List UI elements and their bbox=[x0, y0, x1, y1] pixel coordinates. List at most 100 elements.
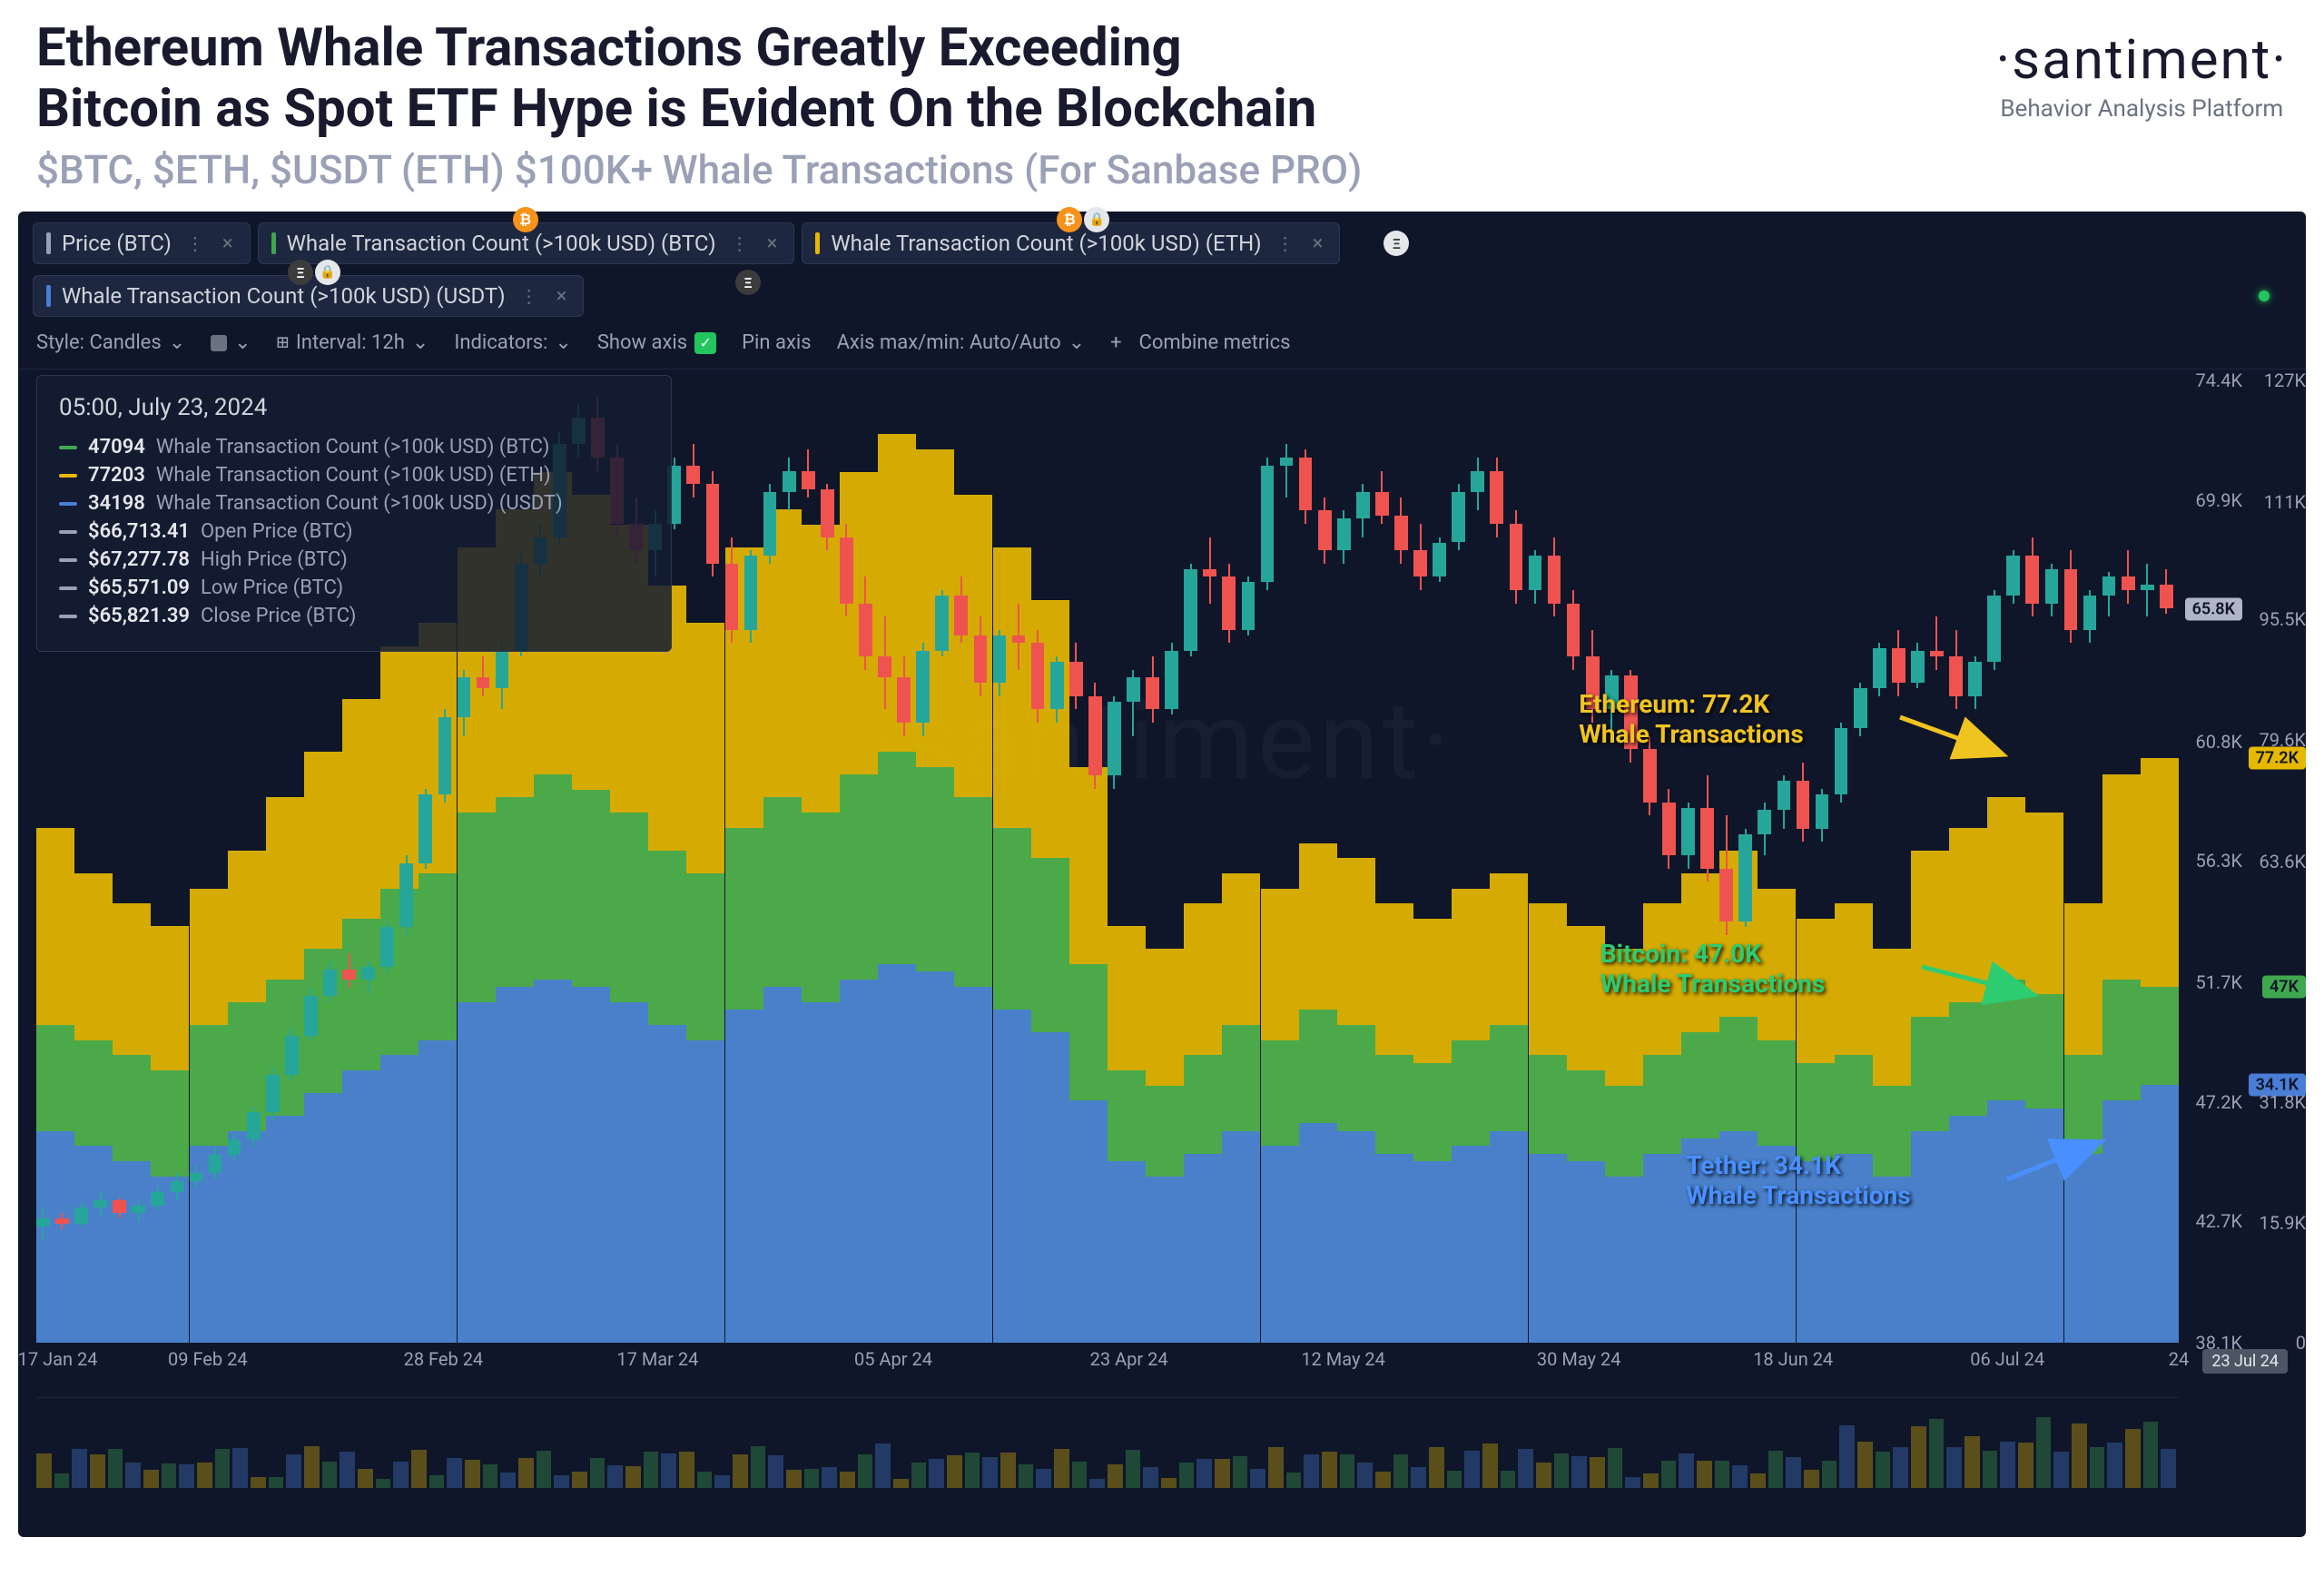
candlestick bbox=[2141, 380, 2154, 1343]
tab-menu-icon[interactable]: ⋮ bbox=[182, 232, 208, 254]
metric-tab[interactable]: ₿🔒Whale Transaction Count (>100k USD) (E… bbox=[802, 222, 1340, 264]
tooltip-row: 77203Whale Transaction Count (>100k USD)… bbox=[59, 464, 649, 487]
tab-menu-icon[interactable]: ⋮ bbox=[517, 285, 542, 307]
candlestick bbox=[1146, 380, 1159, 1343]
x-axis-time: 17 Jan 2409 Feb 2428 Feb 2417 Mar 2405 A… bbox=[36, 1348, 2179, 1375]
candlestick bbox=[859, 380, 872, 1343]
candlestick bbox=[1529, 380, 1542, 1343]
overview-minimap[interactable] bbox=[36, 1397, 2179, 1488]
y-tick-label: 111K bbox=[2251, 491, 2306, 513]
candlestick bbox=[897, 380, 911, 1343]
candlestick bbox=[1242, 380, 1256, 1343]
y-axis-price: 74.4K69.9K65.8K60.8K56.3K51.7K47.2K42.7K… bbox=[2188, 380, 2242, 1343]
y-tick-label: 47.2K bbox=[2188, 1091, 2242, 1113]
y-axis-count: 127K111K95.5K79.6K77.2K63.6K47K34.1K31.8… bbox=[2251, 380, 2306, 1343]
chart-container: Price (BTC)⋮×₿Whale Transaction Count (>… bbox=[18, 212, 2306, 1537]
tab-close-icon[interactable]: × bbox=[763, 232, 782, 255]
tab-menu-icon[interactable]: ⋮ bbox=[727, 232, 753, 254]
logo-tagline: Behavior Analysis Platform bbox=[1995, 95, 2288, 123]
chevron-down-icon: ⌄ bbox=[234, 331, 251, 354]
candlestick bbox=[686, 380, 700, 1343]
annotation-arrow bbox=[1900, 708, 2009, 763]
candlestick bbox=[783, 380, 796, 1343]
data-tooltip-panel: 05:00, July 23, 2024 47094Whale Transact… bbox=[36, 375, 672, 652]
page-header: Ethereum Whale Transactions Greatly Exce… bbox=[0, 0, 2324, 212]
axis-range-selector[interactable]: Axis max/min: Auto/Auto ⌄ bbox=[837, 331, 1086, 354]
current-date-badge: 23 Jul 24 bbox=[2202, 1349, 2288, 1374]
tab-close-icon[interactable]: × bbox=[219, 232, 237, 255]
candlestick bbox=[821, 380, 834, 1343]
candlestick bbox=[1930, 380, 1944, 1343]
candlestick bbox=[2160, 380, 2173, 1343]
y-tick-label: 63.6K bbox=[2251, 851, 2306, 872]
candlestick bbox=[878, 380, 891, 1343]
chart-annotation: Bitcoin: 47.0KWhale Transactions bbox=[1600, 939, 1826, 999]
candlestick bbox=[1165, 380, 1178, 1343]
pin-axis-toggle[interactable]: Pin axis bbox=[742, 331, 811, 354]
x-tick-label: 18 Jun 24 bbox=[1753, 1348, 1833, 1370]
page-subtitle: $BTC, $ETH, $USDT (ETH) $100K+ Whale Tra… bbox=[36, 146, 1995, 193]
candlestick bbox=[840, 380, 853, 1343]
candlestick bbox=[1662, 380, 1676, 1343]
candlestick bbox=[1586, 380, 1600, 1343]
x-tick-label: 17 Jan 24 bbox=[18, 1348, 98, 1370]
candlestick bbox=[916, 380, 930, 1343]
chevron-down-icon: ⌄ bbox=[169, 331, 185, 354]
candlestick bbox=[763, 380, 777, 1343]
candlestick bbox=[1088, 380, 1102, 1343]
candlestick bbox=[1318, 380, 1332, 1343]
candlestick bbox=[1356, 380, 1370, 1343]
candlestick bbox=[1624, 380, 1638, 1343]
candlestick bbox=[1643, 380, 1657, 1343]
live-indicator bbox=[2259, 291, 2270, 301]
chart-annotation: Ethereum: 77.2KWhale Transactions bbox=[1579, 689, 1804, 749]
candlestick bbox=[706, 380, 720, 1343]
chevron-down-icon: ⌄ bbox=[412, 331, 428, 354]
y-tick-label: 60.8K bbox=[2188, 731, 2242, 753]
interval-selector[interactable]: ⊞ Interval: 12h ⌄ bbox=[277, 331, 429, 354]
x-tick-label: 30 May 24 bbox=[1537, 1348, 1621, 1370]
show-axis-toggle[interactable]: Show axis ✓ bbox=[597, 331, 716, 354]
y-tick-label: 42.7K bbox=[2188, 1210, 2242, 1232]
tab-close-icon[interactable]: × bbox=[553, 285, 571, 308]
combine-metrics-button[interactable]: + Combine metrics bbox=[1110, 331, 1290, 354]
chart-toolbar: Style: Candles ⌄ ⌄ ⊞ Interval: 12h ⌄ Ind… bbox=[18, 317, 2306, 369]
indicators-selector[interactable]: Indicators: ⌄ bbox=[454, 331, 571, 354]
tab-menu-icon[interactable]: ⋮ bbox=[1273, 232, 1298, 254]
candlestick bbox=[1031, 380, 1045, 1343]
candlestick bbox=[1280, 380, 1294, 1343]
candlestick bbox=[802, 380, 815, 1343]
style-selector[interactable]: Style: Candles ⌄ bbox=[36, 331, 185, 354]
candlestick bbox=[974, 380, 988, 1343]
candlestick bbox=[1108, 380, 1121, 1343]
tab-label: Whale Transaction Count (>100k USD) (USD… bbox=[62, 283, 506, 309]
candlestick bbox=[1299, 380, 1313, 1343]
fill-toggle[interactable]: ⌄ bbox=[211, 331, 251, 354]
candlestick bbox=[1050, 380, 1064, 1343]
candlestick bbox=[1337, 380, 1351, 1343]
tooltip-row: $66,713.41Open Price (BTC) bbox=[59, 520, 649, 543]
candlestick bbox=[1452, 380, 1465, 1343]
x-tick-label: 06 Jul 24 bbox=[1970, 1348, 2044, 1370]
eth-icon: Ξ bbox=[288, 260, 313, 285]
tooltip-row: 34198Whale Transaction Count (>100k USD)… bbox=[59, 492, 649, 515]
metric-tab[interactable]: ₿Whale Transaction Count (>100k USD) (BT… bbox=[258, 222, 795, 264]
y-tick-label: 74.4K bbox=[2188, 369, 2242, 391]
tab-close-icon[interactable]: × bbox=[1309, 232, 1327, 255]
candlestick bbox=[1605, 380, 1619, 1343]
candlestick bbox=[1567, 380, 1581, 1343]
lock-icon: 🔒 bbox=[1084, 207, 1109, 232]
chart-annotation: Tether: 34.1KWhale Transactions bbox=[1686, 1150, 1911, 1210]
y-tick-label: 51.7K bbox=[2188, 971, 2242, 993]
y-tick-label: 69.9K bbox=[2188, 489, 2242, 511]
candlestick bbox=[744, 380, 758, 1343]
y-tick-label: 31.8K bbox=[2251, 1091, 2306, 1113]
candlestick bbox=[1433, 380, 1446, 1343]
x-tick-label: 17 Mar 24 bbox=[616, 1348, 698, 1370]
eth-icon: Ξ bbox=[1384, 231, 1409, 256]
metric-tab[interactable]: Price (BTC)⋮× bbox=[33, 222, 251, 264]
candlestick bbox=[725, 380, 739, 1343]
candlestick bbox=[1911, 380, 1925, 1343]
metric-tab[interactable]: Ξ🔒Whale Transaction Count (>100k USD) (U… bbox=[33, 275, 584, 317]
chevron-down-icon: ⌄ bbox=[555, 331, 571, 354]
